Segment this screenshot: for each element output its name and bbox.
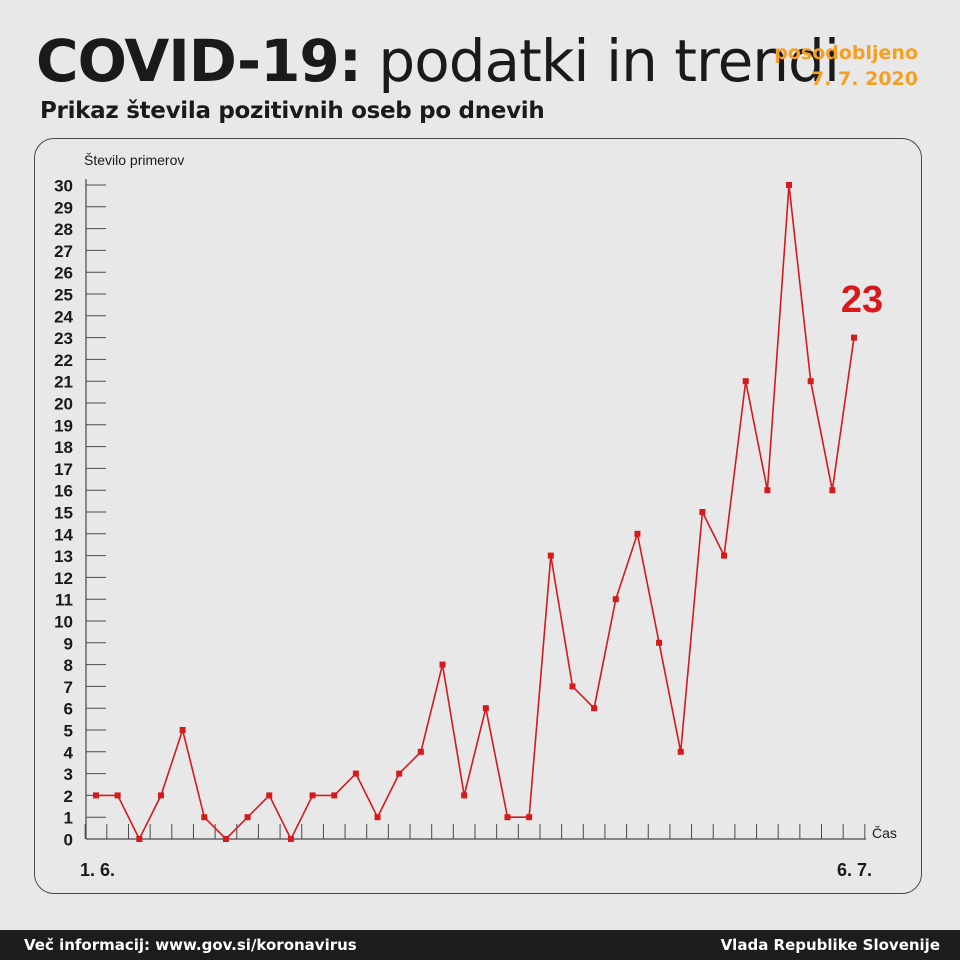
data-point-30 (742, 378, 749, 385)
y-tick-label-24: 24 (54, 307, 73, 326)
y-tick-label-12: 12 (54, 569, 73, 588)
y-axis-label: Število primerov (84, 152, 184, 168)
last-value-label: 23 (841, 279, 883, 321)
data-point-19 (504, 814, 511, 821)
title-bold: COVID-19: (36, 27, 362, 95)
data-point-24 (612, 596, 619, 603)
updated-date: 7. 7. 2020 (811, 68, 918, 90)
y-tick-label-14: 14 (54, 525, 73, 544)
data-point-9 (287, 836, 294, 842)
y-tick-label-26: 26 (54, 264, 73, 283)
y-tick-label-7: 7 (64, 678, 73, 697)
data-point-11 (331, 792, 338, 799)
data-point-3 (157, 792, 164, 799)
y-tick-label-6: 6 (64, 700, 73, 719)
y-tick-label-10: 10 (54, 613, 73, 632)
y-tick-label-18: 18 (54, 438, 73, 457)
y-tick-label-2: 2 (64, 787, 73, 806)
data-point-21 (547, 552, 554, 559)
y-tick-label-29: 29 (54, 198, 73, 217)
data-point-15 (417, 748, 424, 755)
chart-subtitle: Prikaz števila pozitivnih oseb po dnevih (40, 98, 545, 124)
y-tick-label-8: 8 (64, 656, 73, 675)
data-point-17 (461, 792, 468, 799)
data-point-16 (439, 661, 446, 668)
x-axis-label: Čas (872, 825, 897, 841)
y-tick-label-3: 3 (64, 765, 73, 784)
x-start-label: 1. 6. (80, 860, 115, 880)
y-tick-label-11: 11 (55, 591, 73, 610)
y-tick-label-27: 27 (54, 242, 73, 261)
y-tick-label-15: 15 (54, 504, 73, 523)
data-point-32 (786, 182, 793, 188)
data-point-14 (396, 770, 403, 777)
y-tick-label-30: 30 (54, 177, 73, 196)
data-point-25 (634, 530, 641, 537)
y-tick-label-20: 20 (54, 395, 73, 414)
data-point-18 (482, 705, 489, 712)
data-point-29 (721, 552, 728, 559)
chart-panel (34, 138, 922, 894)
y-tick-label-13: 13 (54, 547, 73, 566)
footer-org: Vlada Republike Slovenije (720, 936, 940, 954)
data-point-20 (526, 814, 533, 821)
title-light: podatki in trendi (378, 27, 840, 95)
x-end-label: 6. 7. (837, 860, 872, 880)
data-point-10 (309, 792, 316, 799)
y-tick-label-0: 0 (64, 831, 73, 850)
footer-bar: Več informacij: www.gov.si/koronavirus V… (0, 930, 960, 960)
data-point-26 (656, 639, 663, 646)
data-point-34 (829, 487, 836, 494)
y-tick-label-9: 9 (64, 634, 73, 653)
y-tick-label-22: 22 (54, 351, 73, 370)
data-point-35 (851, 334, 857, 341)
data-point-0 (93, 792, 99, 799)
data-point-13 (374, 814, 381, 821)
data-point-23 (591, 705, 598, 712)
footer-info-link[interactable]: Več informacij: www.gov.si/koronavirus (24, 936, 357, 954)
data-point-6 (222, 836, 229, 842)
page-title: COVID-19: podatki in trendi (36, 26, 840, 96)
y-tick-label-28: 28 (54, 220, 73, 239)
y-tick-label-21: 21 (54, 373, 73, 392)
data-point-12 (352, 770, 359, 777)
y-tick-label-1: 1 (64, 809, 73, 828)
y-tick-label-4: 4 (64, 743, 74, 762)
data-point-22 (569, 683, 576, 690)
y-tick-label-23: 23 (54, 329, 73, 348)
data-point-5 (201, 814, 208, 821)
y-tick-label-17: 17 (54, 460, 73, 479)
updated-info: posodobljeno 7. 7. 2020 (774, 40, 918, 92)
data-point-28 (699, 509, 706, 515)
y-tick-label-16: 16 (54, 482, 73, 501)
updated-label: posodobljeno (774, 42, 918, 64)
data-point-1 (114, 792, 121, 799)
y-tick-label-25: 25 (54, 286, 73, 305)
data-point-7 (244, 814, 251, 821)
data-point-8 (266, 792, 273, 799)
y-tick-label-19: 19 (54, 416, 73, 435)
data-point-33 (807, 378, 814, 385)
data-point-27 (677, 748, 684, 755)
series-line (96, 184, 855, 841)
data-point-31 (764, 487, 771, 494)
data-point-4 (179, 727, 186, 733)
data-point-2 (136, 836, 143, 842)
y-tick-label-5: 5 (64, 722, 73, 741)
